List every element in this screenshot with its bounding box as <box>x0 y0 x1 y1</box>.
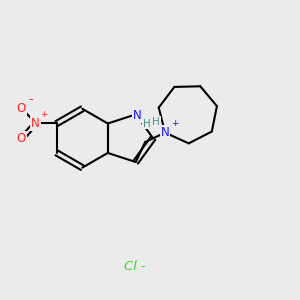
Text: H: H <box>143 118 151 128</box>
Text: O: O <box>17 132 26 145</box>
Text: N: N <box>133 109 142 122</box>
Text: +: + <box>40 110 48 119</box>
Text: Cl -: Cl - <box>124 260 146 273</box>
Text: N: N <box>161 126 170 139</box>
Text: O: O <box>17 102 26 115</box>
Text: H: H <box>152 116 160 127</box>
Text: +: + <box>171 119 178 128</box>
Text: -: - <box>28 93 33 106</box>
Text: N: N <box>31 117 40 130</box>
